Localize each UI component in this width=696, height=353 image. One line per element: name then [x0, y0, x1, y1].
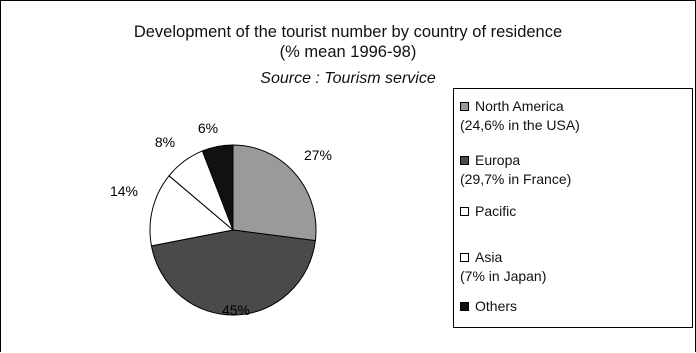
- legend-item-pacific: Pacific: [460, 202, 516, 221]
- legend-label: Europa: [475, 152, 521, 168]
- pie-label-europa: 45%: [222, 302, 250, 318]
- pie-slice-europa: [150, 229, 316, 316]
- legend-swatch: [460, 102, 469, 111]
- pie-label-pacific: 14%: [110, 183, 138, 199]
- chart-title: Development of the tourist number by cou…: [133, 23, 563, 41]
- legend-item-others: Others: [460, 297, 517, 316]
- chart-legend: North America (24,6% in the USA) Europa …: [453, 88, 693, 328]
- legend-swatch: [460, 302, 469, 311]
- legend-item-europa: Europa (29,7% in France): [460, 151, 571, 189]
- legend-swatch: [460, 156, 469, 165]
- chart-subtitle: (% mean 1996-98): [279, 43, 417, 61]
- pie-slice-others: [201, 144, 234, 231]
- chart-source: Source : Tourism service: [260, 70, 436, 87]
- legend-swatch: [460, 253, 469, 262]
- legend-sublabel: (24,6% in the USA): [460, 117, 580, 133]
- pie-label-north-america: 27%: [304, 147, 332, 163]
- pie-label-asia: 8%: [155, 134, 175, 150]
- pie-label-others: 6%: [198, 120, 218, 136]
- legend-label: Pacific: [475, 203, 517, 219]
- legend-sublabel: (29,7% in France): [460, 171, 572, 187]
- legend-label: Others: [475, 298, 518, 314]
- legend-item-asia: Asia (7% in Japan): [460, 248, 546, 286]
- legend-swatch: [460, 207, 469, 216]
- legend-item-north-america: North America (24,6% in the USA): [460, 97, 580, 135]
- legend-label: North America: [475, 98, 564, 114]
- legend-label: Asia: [475, 249, 503, 265]
- pie-slice-north-america: [232, 144, 317, 242]
- legend-sublabel: (7% in Japan): [460, 268, 547, 284]
- pie-slice-pacific: [149, 175, 235, 247]
